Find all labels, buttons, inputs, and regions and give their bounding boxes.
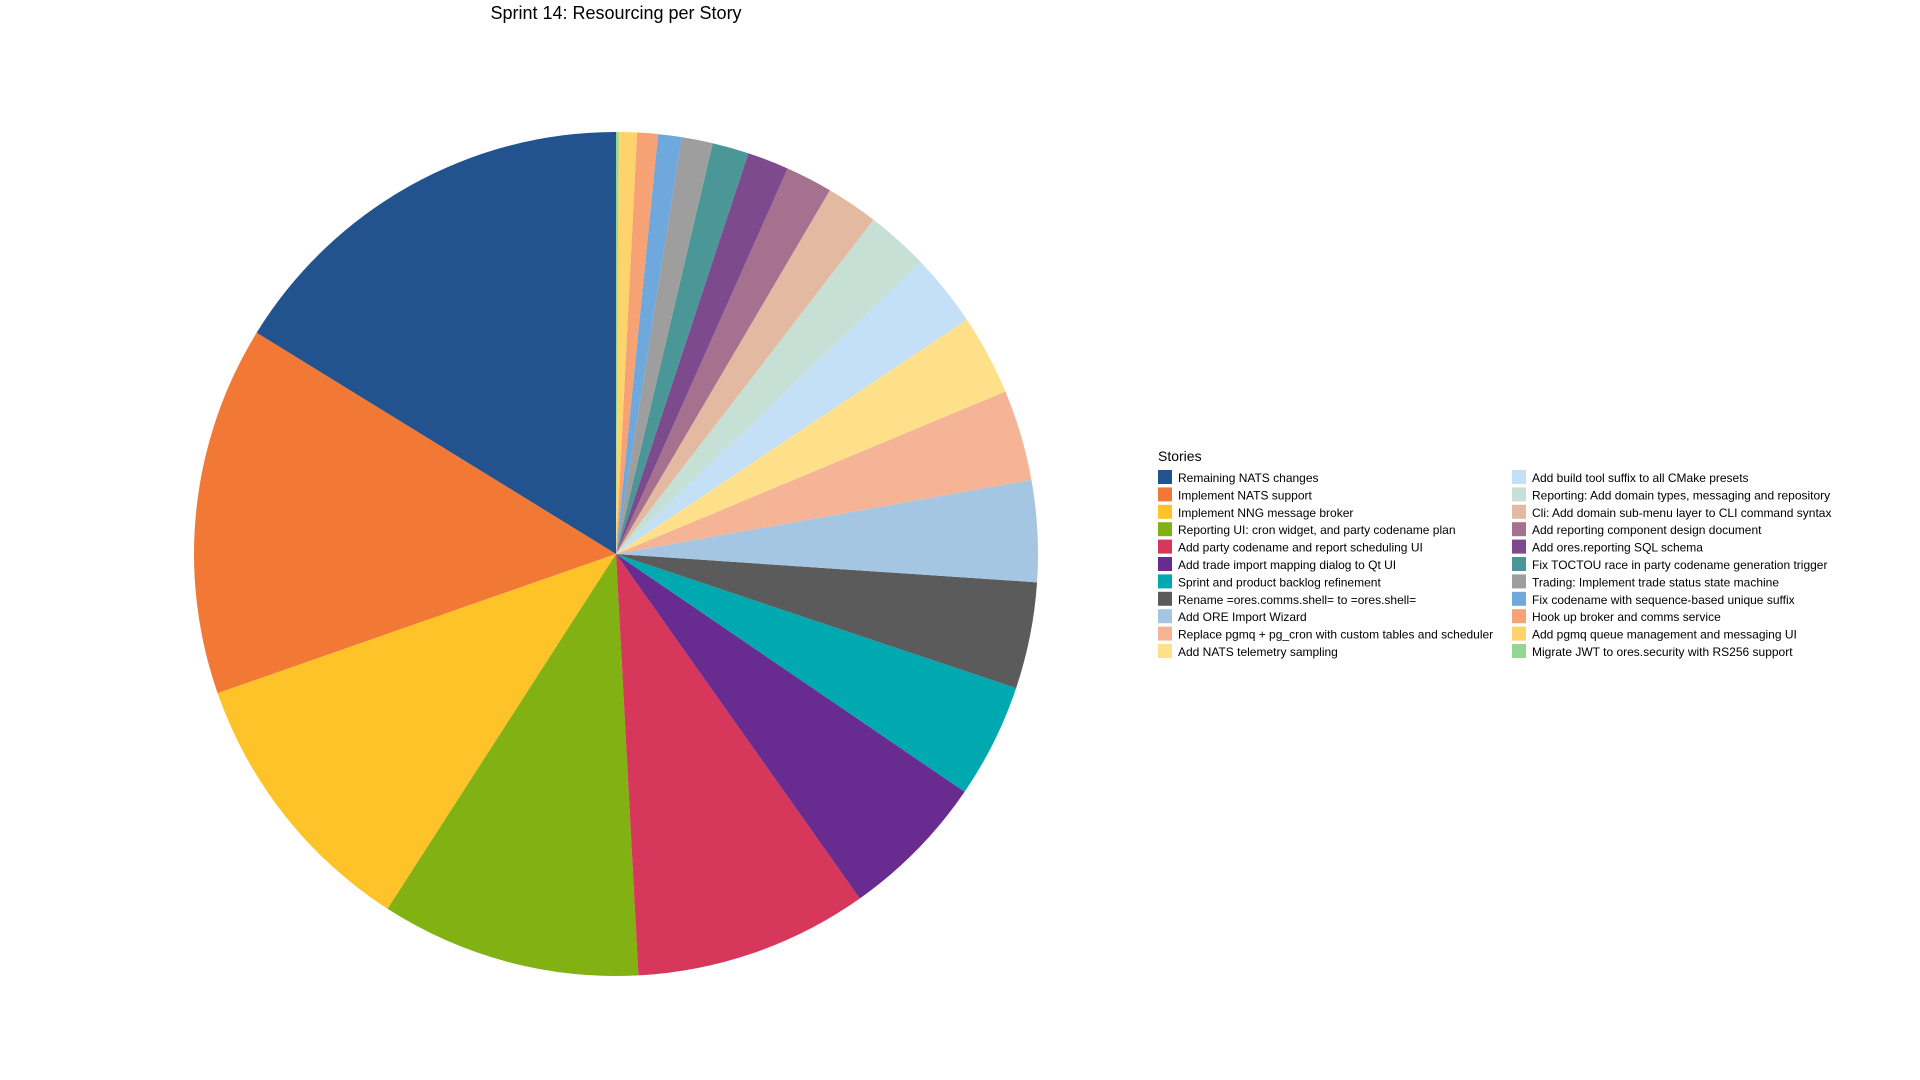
pie-slice — [217, 554, 616, 909]
pie-slice — [387, 554, 639, 976]
legend-label: Add ores.reporting SQL schema — [1532, 541, 1703, 555]
legend-item: Fix TOCTOU race in party codename genera… — [1512, 557, 1827, 572]
legend-item: Add party codename and report scheduling… — [1158, 539, 1423, 555]
legend-swatch — [1158, 487, 1172, 502]
legend-label: Add reporting component design document — [1532, 523, 1762, 537]
legend-item: Implement NATS support — [1158, 487, 1312, 502]
legend-item: Cli: Add domain sub-menu layer to CLI co… — [1512, 504, 1831, 520]
legend-label: Replace pgmq + pg_cron with custom table… — [1178, 628, 1493, 642]
legend-label: Add NATS telemetry sampling — [1178, 645, 1338, 659]
pie-slice — [616, 319, 1006, 554]
legend-swatch — [1512, 487, 1526, 502]
pie-slice — [256, 132, 616, 554]
legend-label: Remaining NATS changes — [1178, 471, 1319, 485]
legend-label: Rename =ores.comms.shell= to =ores.shell… — [1178, 593, 1416, 607]
legend-swatch — [1158, 504, 1172, 519]
legend-swatch — [1512, 557, 1526, 571]
pie-slice — [616, 554, 1038, 689]
legend-swatch — [1512, 504, 1526, 519]
pie-slice — [616, 132, 638, 554]
legend-items: Remaining NATS changes Implement NATS sup… — [1158, 470, 1831, 659]
legend-label: Reporting UI: cron widget, and party cod… — [1178, 523, 1456, 537]
legend-item: Reporting UI: cron widget, and party cod… — [1158, 522, 1456, 537]
pie-slice — [616, 554, 965, 899]
legend-swatch — [1512, 574, 1526, 589]
legend-item: Add trade import mapping dialog to Qt UI — [1158, 557, 1396, 572]
legend-item: Add pgmq queue management and messaging … — [1512, 626, 1797, 642]
pie-slice — [616, 132, 619, 554]
legend-swatch — [1158, 574, 1172, 589]
pie-slice — [193, 332, 616, 694]
legend-swatch — [1158, 626, 1172, 641]
legend-item: Add build tool suffix to all CMake prese… — [1512, 470, 1749, 485]
pie-slice — [616, 153, 788, 554]
pie-slice — [616, 134, 682, 555]
legend-label: Cli: Add domain sub-menu layer to CLI co… — [1532, 506, 1831, 520]
legend-label: Fix codename with sequence-based unique … — [1532, 593, 1795, 607]
legend-swatch — [1512, 626, 1526, 641]
legend-item: Sprint and product backlog refinement — [1158, 574, 1381, 589]
legend-label: Implement NATS support — [1178, 488, 1312, 502]
legend-item: Replace pgmq + pg_cron with custom table… — [1158, 626, 1493, 642]
legend-item: Trading: Implement trade status state ma… — [1512, 574, 1779, 589]
legend-item: Implement NNG message broker — [1158, 504, 1353, 520]
pie-slice — [616, 479, 1039, 583]
legend: Stories Remaining NATS changes Implement … — [1158, 448, 1831, 659]
legend-item: Reporting: Add domain types, messaging a… — [1512, 487, 1830, 502]
legend-swatch — [1512, 609, 1526, 624]
pie-slice — [616, 132, 659, 554]
legend-label: Add trade import mapping dialog to Qt UI — [1178, 558, 1396, 572]
pie-slice — [616, 391, 1032, 554]
pie-slices — [193, 132, 1039, 976]
legend-item: Add NATS telemetry sampling — [1158, 644, 1338, 659]
chart-title: Sprint 14: Resourcing per Story — [490, 3, 741, 23]
legend-label: Implement NNG message broker — [1178, 506, 1353, 520]
legend-swatch — [1512, 539, 1526, 554]
pie-slice — [616, 554, 1017, 792]
legend-label: Sprint and product backlog refinement — [1178, 575, 1381, 589]
pie-slice — [616, 168, 830, 555]
legend-item: Rename =ores.comms.shell= to =ores.shell… — [1158, 591, 1416, 607]
legend-swatch — [1158, 539, 1172, 554]
legend-item: Remaining NATS changes — [1158, 470, 1319, 485]
pie-slice — [616, 143, 749, 555]
pie-slice — [616, 219, 921, 554]
legend-label: Trading: Implement trade status state ma… — [1532, 575, 1779, 589]
legend-swatch — [1158, 470, 1172, 484]
legend-label: Fix TOCTOU race in party codename genera… — [1532, 558, 1827, 572]
legend-item: Hook up broker and comms service — [1512, 609, 1721, 624]
legend-item: Migrate JWT to ores.security with RS256 … — [1512, 644, 1793, 659]
legend-swatch — [1512, 644, 1526, 658]
legend-swatch — [1158, 644, 1172, 658]
pie-slice — [616, 190, 874, 554]
pie-slice — [616, 261, 967, 554]
legend-swatch — [1512, 522, 1526, 537]
legend-swatch — [1158, 522, 1172, 537]
legend-label: Migrate JWT to ores.security with RS256 … — [1532, 645, 1793, 659]
legend-title: Stories — [1158, 448, 1202, 464]
legend-swatch — [1158, 557, 1172, 571]
legend-label: Reporting: Add domain types, messaging a… — [1532, 488, 1830, 502]
legend-label: Add ORE Import Wizard — [1178, 610, 1307, 624]
legend-label: Add party codename and report scheduling… — [1178, 541, 1423, 555]
legend-label: Add build tool suffix to all CMake prese… — [1532, 471, 1749, 485]
legend-swatch — [1512, 591, 1526, 606]
legend-swatch — [1158, 609, 1172, 624]
legend-label: Add pgmq queue management and messaging … — [1532, 628, 1797, 642]
legend-item: Fix codename with sequence-based unique … — [1512, 591, 1795, 607]
legend-item: Add reporting component design document — [1512, 522, 1762, 537]
pie-slice — [616, 137, 713, 554]
pie-slice — [616, 554, 860, 976]
legend-swatch — [1512, 470, 1526, 484]
legend-label: Hook up broker and comms service — [1532, 610, 1721, 624]
legend-item: Add ORE Import Wizard — [1158, 609, 1307, 624]
legend-item: Add ores.reporting SQL schema — [1512, 539, 1703, 555]
legend-swatch — [1158, 591, 1172, 606]
